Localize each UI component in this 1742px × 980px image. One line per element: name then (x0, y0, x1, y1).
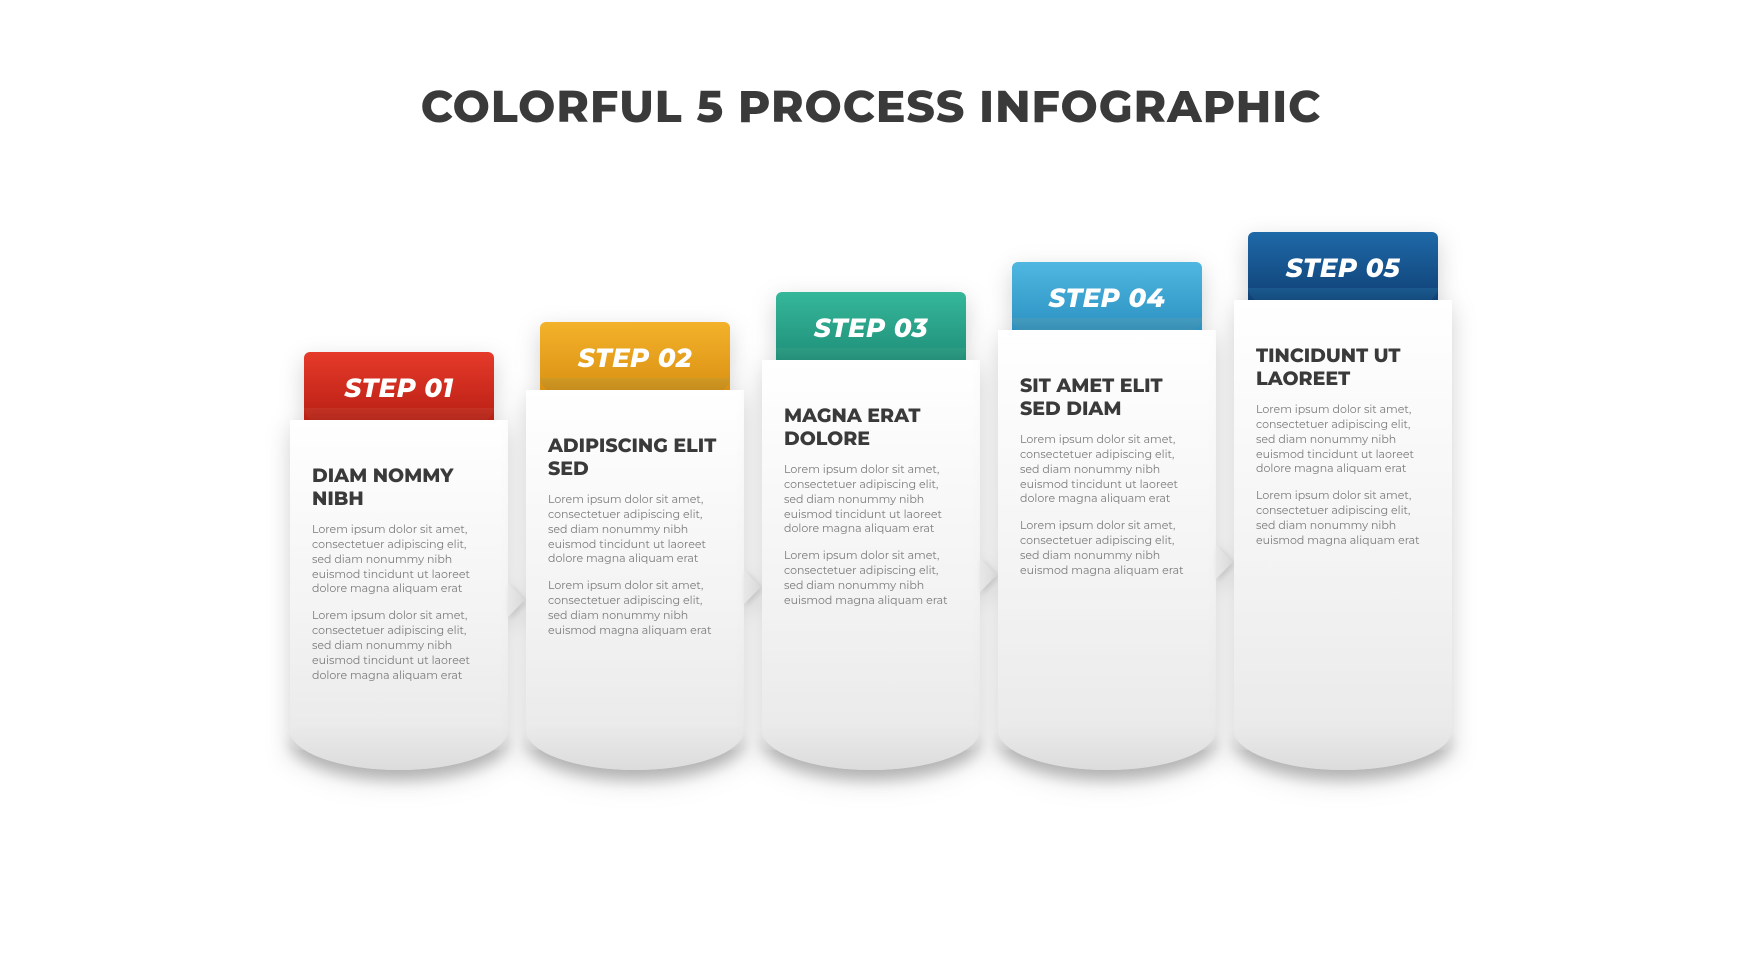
step-03: STEP 03 MAGNA ERAT DOLORE Lorem ipsum do… (762, 292, 980, 750)
step-05-body: Lorem ipsum dolor sit amet, consectetuer… (1256, 402, 1430, 548)
arrow-icon (508, 583, 525, 617)
step-02-card: ADIPISCING ELIT SED Lorem ipsum dolor si… (526, 390, 744, 750)
step-03-body: Lorem ipsum dolor sit amet, consectetuer… (784, 462, 958, 608)
step-05: STEP 05 TINCIDUNT UT LAOREET Lorem ipsum… (1234, 232, 1452, 750)
step-03-label: STEP 03 (814, 312, 928, 344)
step-01-tab: STEP 01 (304, 352, 494, 424)
step-04-label: STEP 04 (1049, 282, 1166, 314)
step-04-body: Lorem ipsum dolor sit amet, consectetuer… (1020, 432, 1194, 578)
step-03-tab: STEP 03 (776, 292, 966, 364)
step-03-para1: Lorem ipsum dolor sit amet, consectetuer… (784, 462, 958, 536)
step-03-para2: Lorem ipsum dolor sit amet, consectetuer… (784, 548, 958, 607)
step-01-para2: Lorem ipsum dolor sit amet, consectetuer… (312, 608, 486, 682)
step-01-label: STEP 01 (345, 372, 454, 404)
step-05-tab: STEP 05 (1248, 232, 1438, 304)
step-04-subtitle: SIT AMET ELIT SED DIAM (1020, 374, 1194, 420)
step-05-card: TINCIDUNT UT LAOREET Lorem ipsum dolor s… (1234, 300, 1452, 750)
step-04-tab: STEP 04 (1012, 262, 1202, 334)
step-02: STEP 02 ADIPISCING ELIT SED Lorem ipsum … (526, 322, 744, 750)
arrow-icon (744, 570, 761, 604)
step-05-para2: Lorem ipsum dolor sit amet, consectetuer… (1256, 488, 1430, 547)
step-04-para2: Lorem ipsum dolor sit amet, consectetuer… (1020, 518, 1194, 577)
step-02-para2: Lorem ipsum dolor sit amet, consectetuer… (548, 578, 722, 637)
step-02-body: Lorem ipsum dolor sit amet, consectetuer… (548, 492, 722, 638)
step-05-subtitle: TINCIDUNT UT LAOREET (1256, 344, 1430, 390)
step-03-card: MAGNA ERAT DOLORE Lorem ipsum dolor sit … (762, 360, 980, 750)
step-04-para1: Lorem ipsum dolor sit amet, consectetuer… (1020, 432, 1194, 506)
arrow-icon (1216, 545, 1233, 579)
step-02-tab: STEP 02 (540, 322, 730, 394)
step-01-subtitle: DIAM NOMMY NIBH (312, 464, 486, 510)
step-02-para1: Lorem ipsum dolor sit amet, consectetuer… (548, 492, 722, 566)
step-01-body: Lorem ipsum dolor sit amet, consectetuer… (312, 522, 486, 682)
step-01-para1: Lorem ipsum dolor sit amet, consectetuer… (312, 522, 486, 596)
step-01-card: DIAM NOMMY NIBH Lorem ipsum dolor sit am… (290, 420, 508, 750)
step-05-para1: Lorem ipsum dolor sit amet, consectetuer… (1256, 402, 1430, 476)
page-title: COLORFUL 5 PROCESS INFOGRAPHIC (0, 80, 1742, 134)
step-03-subtitle: MAGNA ERAT DOLORE (784, 404, 958, 450)
arrow-icon (980, 558, 997, 592)
step-05-label: STEP 05 (1286, 252, 1400, 284)
step-02-subtitle: ADIPISCING ELIT SED (548, 434, 722, 480)
step-01: STEP 01 DIAM NOMMY NIBH Lorem ipsum dolo… (290, 352, 508, 750)
step-04-card: SIT AMET ELIT SED DIAM Lorem ipsum dolor… (998, 330, 1216, 750)
steps-row: STEP 01 DIAM NOMMY NIBH Lorem ipsum dolo… (0, 232, 1742, 750)
step-04: STEP 04 SIT AMET ELIT SED DIAM Lorem ips… (998, 262, 1216, 750)
step-02-label: STEP 02 (578, 342, 692, 374)
